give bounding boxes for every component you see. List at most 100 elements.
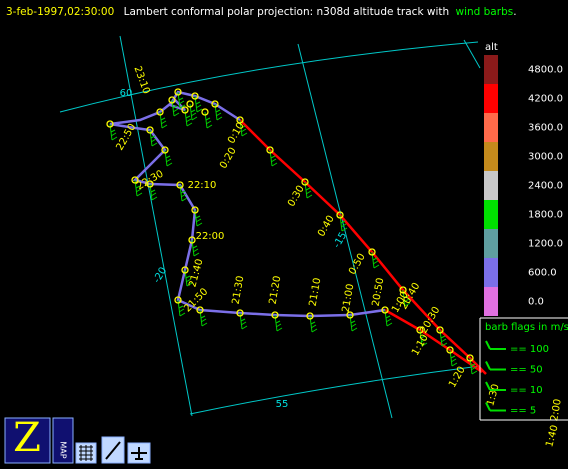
legend-barb [485,402,506,412]
plane-icon [131,447,147,460]
barb-legend-title: barb flags in m/s [485,322,568,333]
wind-barb [402,289,411,307]
track-point [266,146,274,154]
wind-barb [149,129,158,147]
track-point [191,206,199,214]
wind-barb [239,119,248,137]
wind-barb [159,111,168,129]
wind-barb [179,184,188,202]
track-point [446,346,454,354]
wind-barb [177,91,186,109]
wind-barb [349,314,358,332]
legend-label: == 5 [510,406,536,417]
toolbar: Z MAP [4,415,151,464]
longitude-line [119,35,193,417]
latitude-line [59,41,479,113]
colorbar-label: 4800.0 [528,65,563,76]
track [106,88,487,375]
track-point [191,92,199,100]
title: Lambert conformal polar projection: n308… [124,6,450,18]
time-label: 21:00 [341,283,357,313]
wind-barb [164,149,173,167]
track-point [201,108,209,116]
legend-barb [485,361,506,371]
wind-barb [194,209,203,227]
wind-barb [239,312,248,330]
track-point [131,176,139,184]
wind-barb [171,99,180,117]
title-end: . [513,6,516,18]
wind-barb [384,309,393,327]
wind-barb [304,181,313,199]
track-point [346,311,354,319]
grid-label: 60 [120,88,133,99]
barb-legend: barb flags in m/s == 100 == 50 == 10 == 5 [485,322,568,417]
track-point [368,248,376,256]
wind-barb [274,314,283,332]
track-point [181,106,189,114]
colorbar-segment [484,55,498,84]
colorbar-label: 600.0 [528,268,557,279]
track-point [188,236,196,244]
track-point [176,181,184,189]
colorbar-segment [484,287,498,316]
colorbar-segment [484,229,498,258]
colorbar-segment [484,258,498,287]
time-label: 2:00 [549,398,564,422]
map-button[interactable] [52,417,74,464]
wind-barb [449,349,458,367]
wind-barb [339,214,348,232]
colorbar-title: alt [485,42,498,53]
time-label: 22:10 [188,180,217,191]
track-point [236,309,244,317]
wind-barb [149,183,158,201]
colorbar-segment [484,113,498,142]
time-label: 20:50 [371,277,387,307]
track-point [236,116,244,124]
colorbar-label: 2400.0 [528,181,563,192]
grid-label: 55 [276,399,289,410]
colorbar-segment [484,142,498,171]
colorbar-segment [484,200,498,229]
legend-label: == 10 [510,385,543,396]
track-point [156,108,164,116]
track-point [336,211,344,219]
wind-barb [191,239,200,257]
pen-icon [105,441,121,460]
grid-icon [79,445,93,461]
latitude-line [189,365,481,415]
track-point [146,180,154,188]
track-high [384,308,483,374]
track-point [381,306,389,314]
wind-barb [269,149,278,167]
track-point [399,286,407,294]
legend-label: == 50 [510,365,543,376]
track-point [174,296,182,304]
colorbar-segment [484,84,498,113]
wind-barb [184,109,193,127]
legend-label: == 100 [510,344,549,355]
track-point [146,126,154,134]
wind-barb [204,111,213,129]
wind-barb [469,357,478,375]
colorbar: alt 4800.0 4200.0 3600.0 3000.0 2400.0 1800.0… [484,42,563,316]
wind-barb [371,251,380,269]
colorbar-label: 3600.0 [528,123,563,134]
wind-barb [184,269,193,287]
wind-barb [109,123,118,141]
colorbar-label: 3000.0 [528,152,563,163]
colorbar-label: 1800.0 [528,210,563,221]
z-button[interactable] [4,417,51,464]
date: 3-feb-1997,02:30:00 [6,6,114,18]
track-point [211,100,219,108]
longitude-line [297,43,393,419]
track-point [174,88,182,96]
track-point [161,146,169,154]
wind-barb [214,103,223,121]
wind-barb [194,95,203,113]
time-label: 22:00 [196,231,225,242]
colorbar-segment [484,171,498,200]
wind-barb [189,103,198,121]
